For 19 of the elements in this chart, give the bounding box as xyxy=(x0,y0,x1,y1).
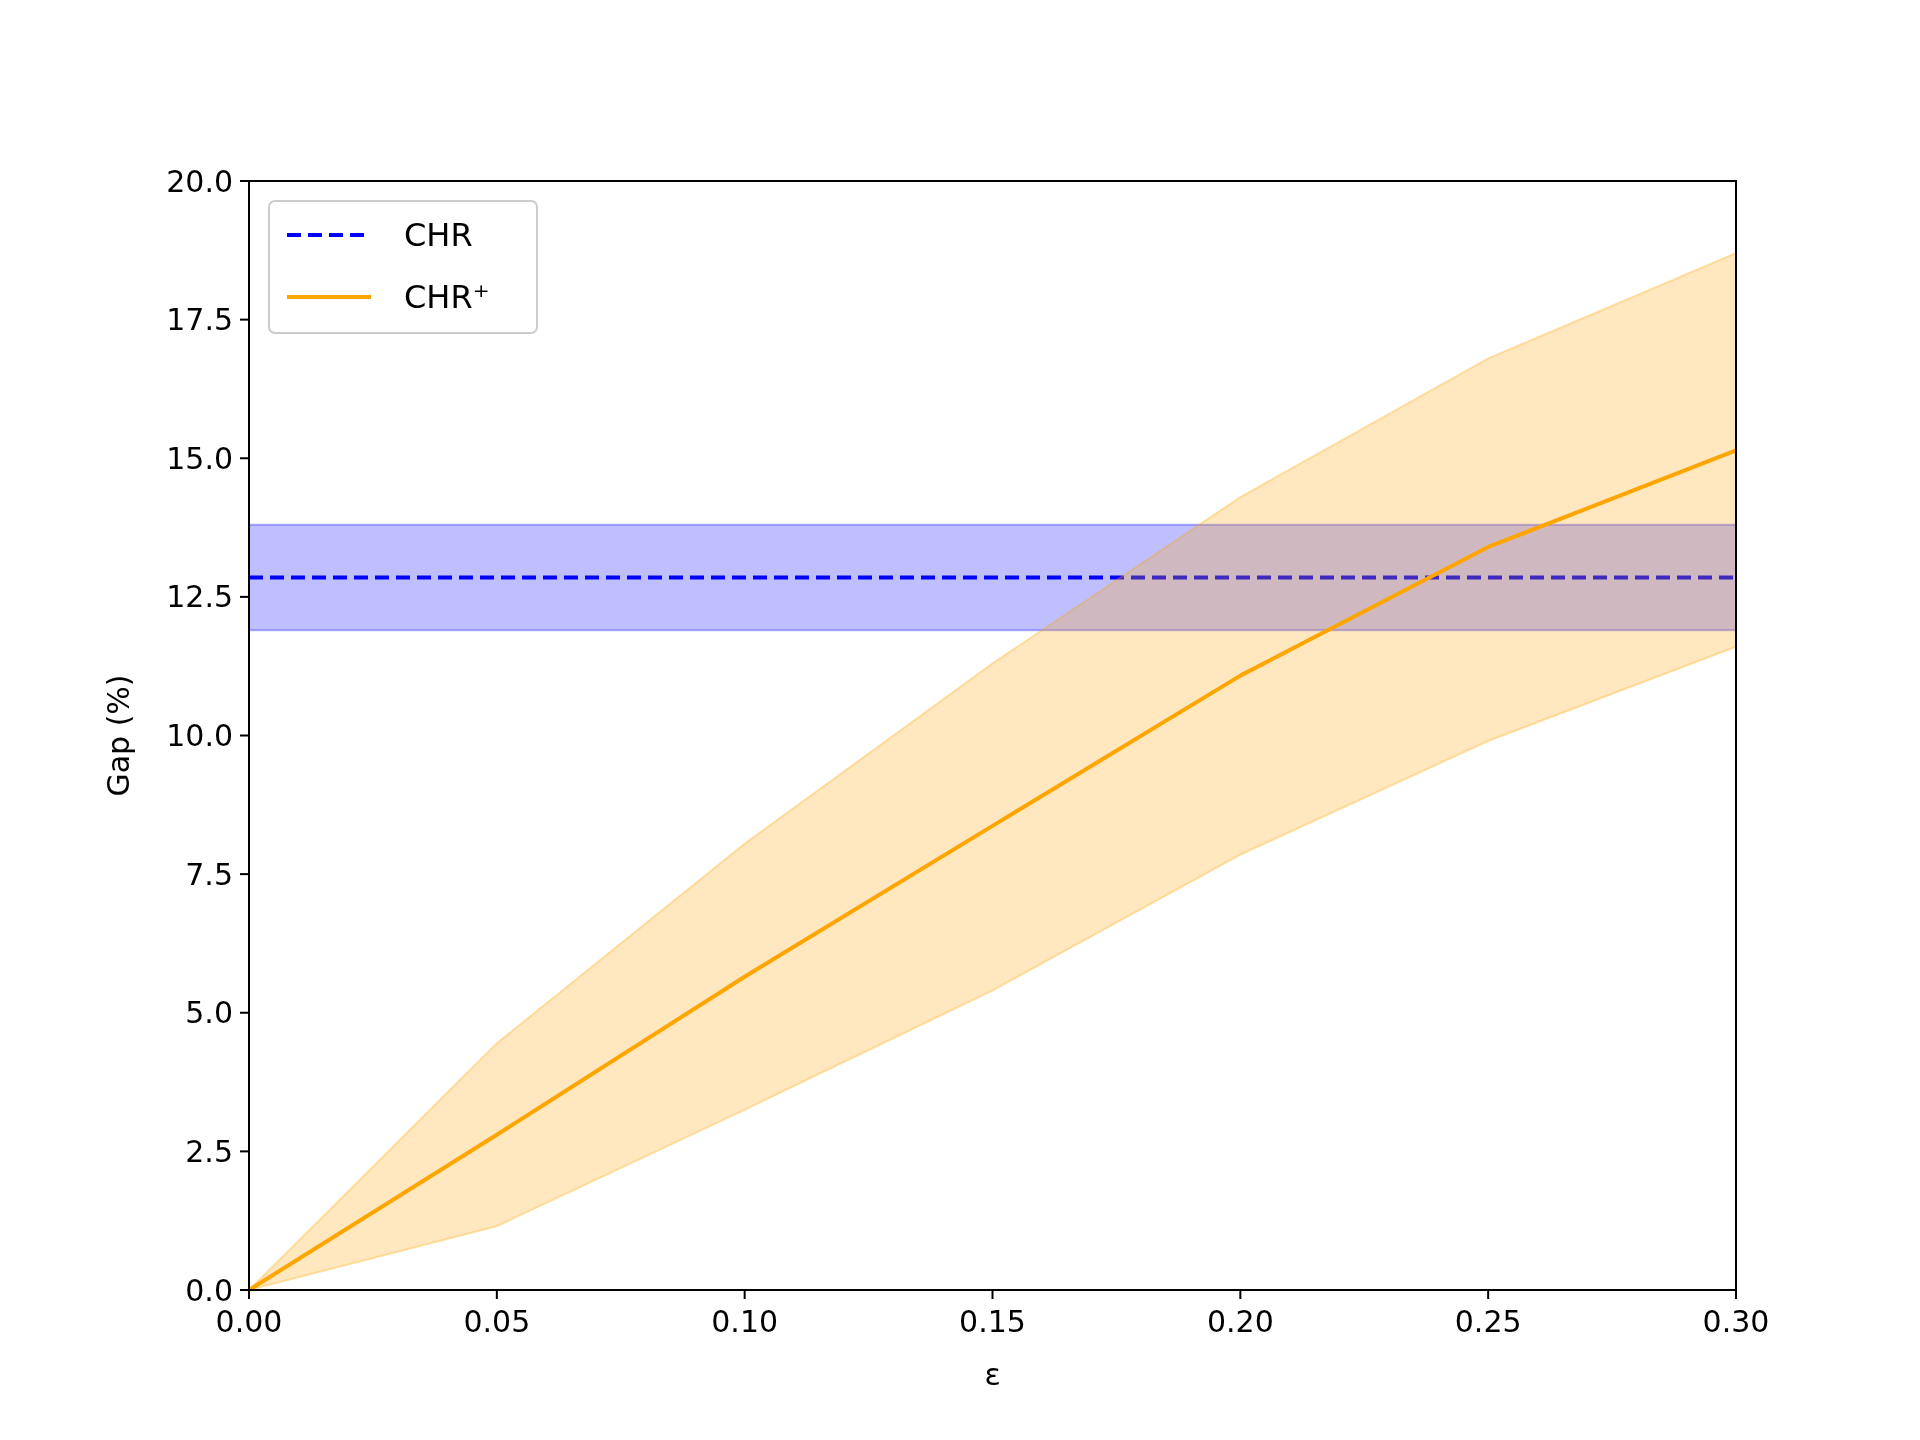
x-tick-label: 0.30 xyxy=(1702,1304,1770,1339)
x-axis-title: ε xyxy=(984,1357,1001,1392)
y-tick-label: 12.5 xyxy=(166,579,233,615)
y-tick-label: 10.0 xyxy=(166,718,233,753)
x-tick-label: 0.05 xyxy=(463,1304,531,1339)
y-tick-label: 7.5 xyxy=(185,856,233,892)
x-tick-label: 0.15 xyxy=(959,1304,1026,1339)
y-tick-label: 15.0 xyxy=(166,440,233,476)
y-tick-label: 17.5 xyxy=(166,302,233,338)
legend-label: CHR xyxy=(404,216,473,255)
x-tick-label: 0.25 xyxy=(1454,1304,1522,1339)
y-tick-label: 2.5 xyxy=(185,1133,233,1169)
line-series xyxy=(247,448,1738,1292)
y-tick-label: 5.0 xyxy=(185,995,233,1031)
x-tick-label: 0.20 xyxy=(1206,1304,1274,1339)
y-tick-label: 20.0 xyxy=(166,163,233,199)
x-tick-label: 0.10 xyxy=(711,1304,779,1339)
legend-label: CHR⁺ xyxy=(404,278,490,317)
y-axis-title: Gap (%) xyxy=(101,674,136,797)
